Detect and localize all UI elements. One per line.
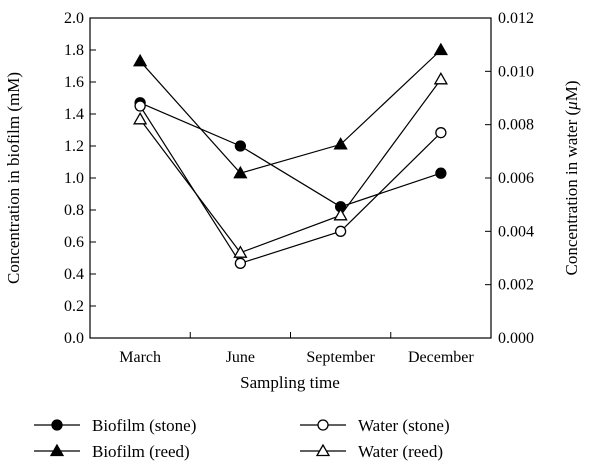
y-axis-label-right: Concentration in water (μM) [562,80,581,275]
data-point [233,165,248,179]
legend-label: Water (stone) [358,416,450,435]
y-right-tick-label: 0.008 [498,117,534,134]
data-point [334,225,347,237]
y-left-tick-label: 1.2 [64,138,84,155]
y-left-tick-label: 1.8 [64,42,84,59]
data-point [133,112,148,125]
legend-marker [315,443,331,457]
legend-marker [51,419,63,431]
data-point [134,100,146,112]
y-left-tick-label: 0.8 [64,202,84,219]
y-right-tick-label: 0.002 [498,277,534,294]
series-line [139,105,442,265]
x-tick-label: June [226,349,255,366]
legend: Biofilm (stone) Water (stone) Biofilm (ree… [34,416,450,461]
y-left-tick-label: 0.0 [64,330,84,347]
x-tick-label: March [119,349,161,366]
x-tick-label: December [408,349,474,366]
data-point [433,72,448,85]
y-axis-label-right-unit-symbol: μ [562,101,581,111]
series-line [139,102,442,208]
y-left-tick-label: 0.2 [64,298,84,315]
y-left-tick-label: 0.6 [64,234,84,251]
y-right-tick-label: 0.012 [498,10,534,27]
data-point [234,257,247,269]
legend-marker [317,419,329,431]
y-right-tick-label: 0.006 [498,170,534,187]
y-left-tick-label: 0.4 [64,266,84,283]
plot-frame [89,17,492,339]
data-point [333,137,348,150]
x-tick-label: September [306,349,375,366]
y-left-tick-label: 2.0 [64,10,84,27]
y-axis-label-left: Concentration in biofilm (mM) [4,72,23,284]
series-line [139,78,442,254]
y-axis-label-right-unit-suffix: M) [562,80,581,101]
y-left-tick-label: 1.4 [64,106,84,123]
x-axis-ticks: March June September December [119,332,474,366]
data-point [233,245,248,258]
data-point [234,140,247,152]
left-axis-ticks: 0.0 0.2 0.4 0.6 0.8 1.0 1.2 1.4 1.6 1.8 2.0 [64,10,96,347]
y-left-tick-label: 1.6 [64,74,84,91]
right-axis-ticks: 0.000 0.002 0.004 0.006 0.008 0.010 0.012 [485,10,534,347]
legend-label: Biofilm (stone) [92,416,196,435]
data-point [435,167,447,179]
legend-label: Water (reed) [358,442,443,461]
legend-label: Biofilm (reed) [92,442,190,461]
data-point [133,53,148,67]
data-point [433,42,448,56]
y-axis-label-right-main: Concentration in water ( [562,109,581,275]
data-point [333,208,348,221]
y-right-tick-label: 0.000 [498,330,534,347]
y-left-tick-label: 1.0 [64,170,84,187]
x-axis-label: Sampling time [240,373,340,392]
y-right-tick-label: 0.004 [498,223,534,240]
series-lines [139,49,442,265]
series-markers [133,42,448,269]
series-line [139,49,442,174]
data-point [435,127,447,139]
y-right-tick-label: 0.010 [498,63,534,80]
legend-marker [49,443,65,457]
